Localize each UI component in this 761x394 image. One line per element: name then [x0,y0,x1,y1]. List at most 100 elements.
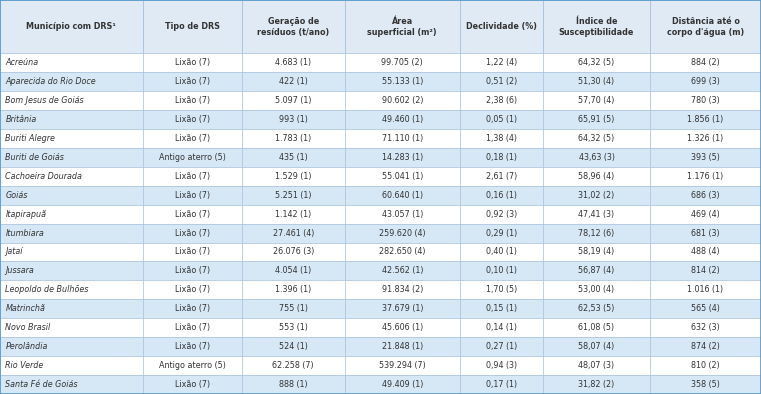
Text: 810 (2): 810 (2) [691,361,720,370]
Text: Lixão (7): Lixão (7) [175,285,210,294]
Text: 435 (1): 435 (1) [279,153,307,162]
Text: Lixão (7): Lixão (7) [175,172,210,181]
Text: Lixão (7): Lixão (7) [175,323,210,332]
Bar [460,167,543,186]
Bar [345,318,460,337]
Bar [460,375,543,394]
Text: Goiás: Goiás [5,191,27,200]
Text: Lixão (7): Lixão (7) [175,134,210,143]
Text: Tipo de DRS: Tipo de DRS [164,22,220,31]
Text: 0,16 (1): 0,16 (1) [486,191,517,200]
Text: 64,32 (5): 64,32 (5) [578,58,615,67]
Text: 1,70 (5): 1,70 (5) [486,285,517,294]
Text: 49.409 (1): 49.409 (1) [381,380,423,389]
Bar [142,53,242,72]
Bar [0,281,142,299]
Bar [460,299,543,318]
Text: 1.396 (1): 1.396 (1) [275,285,311,294]
Text: Lixão (7): Lixão (7) [175,191,210,200]
Bar [460,243,543,262]
Bar [543,224,650,243]
Text: Lixão (7): Lixão (7) [175,115,210,124]
Text: Novo Brasil: Novo Brasil [5,323,50,332]
Text: Perolândia: Perolândia [5,342,48,351]
Text: Santa Fé de Goiás: Santa Fé de Goiás [5,380,78,389]
Bar [0,224,142,243]
Bar [650,129,761,148]
Text: Buriti Alegre: Buriti Alegre [5,134,56,143]
Text: 358 (5): 358 (5) [691,380,720,389]
Bar [650,148,761,167]
Text: 58,19 (4): 58,19 (4) [578,247,615,256]
Bar [0,91,142,110]
Text: 888 (1): 888 (1) [279,380,307,389]
Text: 42.562 (1): 42.562 (1) [381,266,423,275]
Text: Acreúna: Acreúna [5,58,39,67]
Text: 699 (3): 699 (3) [691,77,720,86]
Bar [0,72,142,91]
Text: 14.283 (1): 14.283 (1) [382,153,423,162]
Text: 21.848 (1): 21.848 (1) [382,342,423,351]
Text: 43.057 (1): 43.057 (1) [381,210,423,219]
Bar [142,318,242,337]
Text: 488 (4): 488 (4) [691,247,720,256]
Text: Lixão (7): Lixão (7) [175,77,210,86]
Bar [142,356,242,375]
Bar [345,91,460,110]
Text: Lixão (7): Lixão (7) [175,304,210,313]
Bar [543,262,650,281]
Text: 539.294 (7): 539.294 (7) [379,361,425,370]
Bar [0,243,142,262]
Bar [142,299,242,318]
Bar [0,129,142,148]
Text: 55.133 (1): 55.133 (1) [381,77,423,86]
Bar [345,148,460,167]
Bar [0,53,142,72]
Text: 0,05 (1): 0,05 (1) [486,115,517,124]
Bar [242,224,345,243]
Bar [543,375,650,394]
Bar [345,281,460,299]
Bar [345,375,460,394]
Bar [650,375,761,394]
Text: Índice de
Susceptibilidade: Índice de Susceptibilidade [559,17,634,37]
Bar [650,281,761,299]
Text: 56,87 (4): 56,87 (4) [578,266,615,275]
Text: 55.041 (1): 55.041 (1) [381,172,423,181]
Text: 58,07 (4): 58,07 (4) [578,342,615,351]
Text: Geração de
resíduos (t/ano): Geração de resíduos (t/ano) [257,17,330,37]
Text: Cachoeira Dourada: Cachoeira Dourada [5,172,82,181]
Text: Aparecida do Rio Doce: Aparecida do Rio Doce [5,77,96,86]
Bar [142,148,242,167]
Text: 0,15 (1): 0,15 (1) [486,304,517,313]
Bar [543,129,650,148]
Bar [0,186,142,204]
Text: 71.110 (1): 71.110 (1) [382,134,423,143]
Text: 0,14 (1): 0,14 (1) [486,323,517,332]
Text: Rio Verde: Rio Verde [5,361,43,370]
Bar [460,110,543,129]
Bar [142,0,242,53]
Bar [460,224,543,243]
Bar [650,186,761,204]
Bar [650,72,761,91]
Text: 65,91 (5): 65,91 (5) [578,115,615,124]
Bar [345,167,460,186]
Bar [543,318,650,337]
Bar [0,110,142,129]
Bar [142,337,242,356]
Bar [543,299,650,318]
Text: 53,00 (4): 53,00 (4) [578,285,615,294]
Text: 62.258 (7): 62.258 (7) [272,361,314,370]
Bar [650,243,761,262]
Text: Lixão (7): Lixão (7) [175,58,210,67]
Text: 874 (2): 874 (2) [691,342,720,351]
Bar [543,186,650,204]
Text: Antigo aterro (5): Antigo aterro (5) [159,361,226,370]
Bar [142,224,242,243]
Bar [460,281,543,299]
Text: 0,40 (1): 0,40 (1) [486,247,517,256]
Text: 5.097 (1): 5.097 (1) [275,96,311,105]
Text: Lixão (7): Lixão (7) [175,229,210,238]
Text: Jussara: Jussara [5,266,34,275]
